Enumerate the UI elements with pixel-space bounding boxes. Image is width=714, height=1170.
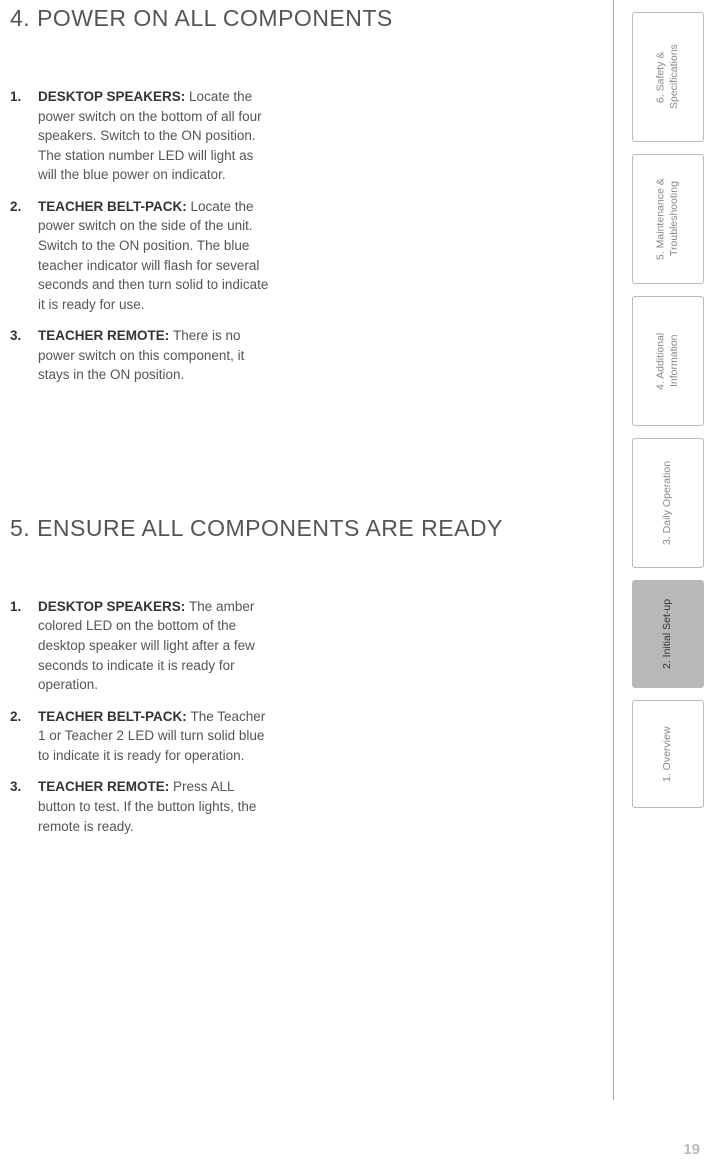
section-5: 5. ENSURE ALL COMPONENTS ARE READY 1. DE… <box>10 515 605 836</box>
tab-daily-operation[interactable]: 3. Daily Operation <box>632 438 704 568</box>
step-body: DESKTOP SPEAKERS: The amber colored LED … <box>38 597 275 695</box>
step-label: TEACHER REMOTE: <box>38 779 173 794</box>
main-content: 4. POWER ON ALL COMPONENTS 1. DESKTOP SP… <box>10 0 605 836</box>
step-number: 2. <box>10 707 38 727</box>
list-item: 2. TEACHER BELT-PACK: Locate the power s… <box>10 197 275 314</box>
step-body: DESKTOP SPEAKERS: Locate the power switc… <box>38 87 275 185</box>
list-item: 2. TEACHER BELT-PACK: The Teacher 1 or T… <box>10 707 275 766</box>
section-heading: 5. ENSURE ALL COMPONENTS ARE READY <box>10 515 605 542</box>
step-list: 1. DESKTOP SPEAKERS: Locate the power sw… <box>10 87 275 385</box>
step-body: TEACHER REMOTE: There is no power switch… <box>38 326 275 385</box>
tab-additional[interactable]: 4. Additional Information <box>632 296 704 426</box>
page-container: 4. POWER ON ALL COMPONENTS 1. DESKTOP SP… <box>0 0 714 1170</box>
step-body: TEACHER BELT-PACK: The Teacher 1 or Teac… <box>38 707 275 766</box>
step-label: TEACHER BELT-PACK: <box>38 199 191 214</box>
step-number: 1. <box>10 87 38 107</box>
tab-safety[interactable]: 6. Safety & Specifications <box>632 12 704 142</box>
step-label: DESKTOP SPEAKERS: <box>38 89 189 104</box>
step-number: 3. <box>10 326 38 346</box>
vertical-divider <box>613 0 614 1100</box>
step-number: 1. <box>10 597 38 617</box>
list-item: 1. DESKTOP SPEAKERS: The amber colored L… <box>10 597 275 695</box>
side-tabs: 6. Safety & Specifications 5. Maintenanc… <box>632 12 704 808</box>
step-body: TEACHER BELT-PACK: Locate the power swit… <box>38 197 275 314</box>
step-number: 3. <box>10 777 38 797</box>
section-heading: 4. POWER ON ALL COMPONENTS <box>10 5 605 32</box>
page-number: 19 <box>683 1141 700 1158</box>
step-body: TEACHER REMOTE: Press ALL button to test… <box>38 777 275 836</box>
tab-overview[interactable]: 1. Overview <box>632 700 704 808</box>
tab-maintenance[interactable]: 5. Maintenance & Troubleshooting <box>632 154 704 284</box>
list-item: 3. TEACHER REMOTE: There is no power swi… <box>10 326 275 385</box>
tab-initial-setup[interactable]: 2. Initial Set-up <box>632 580 704 688</box>
step-number: 2. <box>10 197 38 217</box>
step-label: TEACHER BELT-PACK: <box>38 709 191 724</box>
step-list: 1. DESKTOP SPEAKERS: The amber colored L… <box>10 597 275 836</box>
step-text: Locate the power switch on the side of t… <box>38 199 268 312</box>
section-4: 4. POWER ON ALL COMPONENTS 1. DESKTOP SP… <box>10 5 605 385</box>
step-label: TEACHER REMOTE: <box>38 328 173 343</box>
list-item: 3. TEACHER REMOTE: Press ALL button to t… <box>10 777 275 836</box>
list-item: 1. DESKTOP SPEAKERS: Locate the power sw… <box>10 87 275 185</box>
step-label: DESKTOP SPEAKERS: <box>38 599 189 614</box>
